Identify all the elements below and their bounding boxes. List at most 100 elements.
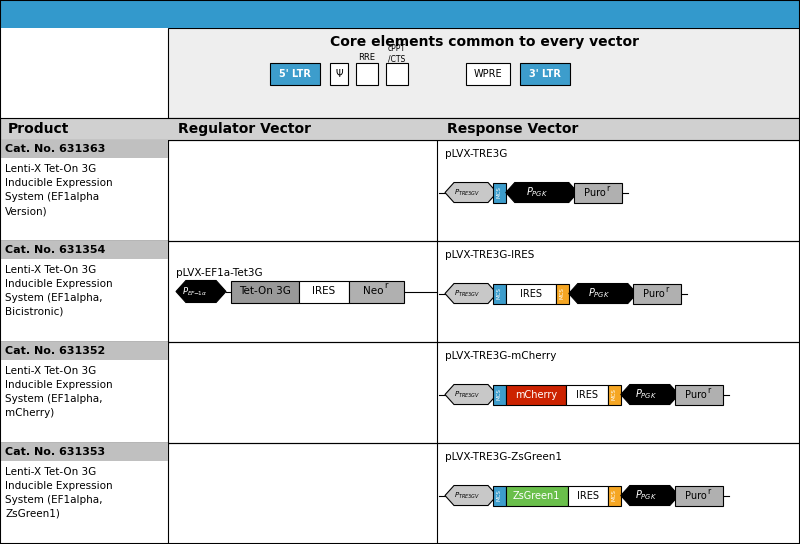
Bar [520,63,570,85]
Text: $P_{TRE3GV}$: $P_{TRE3GV}$ [454,491,480,500]
Bar [299,281,349,302]
Text: IRES: IRES [520,288,542,299]
Text: Cat. No. 631352: Cat. No. 631352 [5,346,106,356]
Text: Lenti-X Tet-On 3G
Inducible Expression
System (EF1alpha,
mCherry): Lenti-X Tet-On 3G Inducible Expression S… [5,366,113,418]
Text: MCS: MCS [612,490,617,502]
Polygon shape [506,183,578,202]
Text: $P_{PGK}$: $P_{PGK}$ [526,186,549,200]
Bar [349,281,404,302]
Text: MCS: MCS [560,288,565,299]
Bar [506,283,556,304]
Bar [270,63,320,85]
Text: MCS: MCS [497,490,502,502]
Polygon shape [569,283,637,304]
Text: $P_{PGK}$: $P_{PGK}$ [588,287,610,300]
Text: Regulator Vector: Regulator Vector [178,122,311,136]
Text: Puro: Puro [584,188,606,197]
Bar [674,485,722,505]
Bar [493,183,506,202]
Text: Tet-On 3G: Tet-On 3G [239,287,291,296]
Text: Cat. No. 631354: Cat. No. 631354 [5,245,106,255]
Text: IRES: IRES [312,287,336,296]
Text: cPPT
/CTS: cPPT /CTS [388,44,406,64]
Text: ZsGreen1: ZsGreen1 [513,491,561,500]
Bar [493,385,506,405]
Text: pLVX-TRE3G-ZsGreen1: pLVX-TRE3G-ZsGreen1 [445,452,562,462]
Text: pLVX-TRE3G: pLVX-TRE3G [445,149,507,159]
Text: Puro: Puro [643,288,665,299]
Text: Neo: Neo [363,287,384,296]
Text: Lenti-X Tet-On 3G
Inducible Expression
System (EF1alpha,
Bicistronic): Lenti-X Tet-On 3G Inducible Expression S… [5,265,113,317]
Bar [608,385,621,405]
Bar [0,0,800,28]
Bar [330,63,348,85]
Bar [556,283,569,304]
Text: pLVX-TRE3G-mCherry: pLVX-TRE3G-mCherry [445,351,556,361]
Text: Puro: Puro [685,390,706,399]
Text: $P_{PGK}$: $P_{PGK}$ [635,388,658,401]
Text: Puro: Puro [685,491,706,500]
Bar [168,28,800,118]
Text: Product: Product [8,122,70,136]
Text: Cat. No. 631353: Cat. No. 631353 [5,447,105,457]
Text: Ψ: Ψ [335,69,343,79]
Text: MCS: MCS [497,288,502,299]
Polygon shape [176,281,226,302]
Bar [506,385,566,405]
Text: MCS: MCS [497,187,502,199]
Bar [0,118,800,140]
Bar [0,140,168,158]
Bar [0,342,168,360]
Text: Response Vector: Response Vector [447,122,578,136]
Bar [0,28,168,118]
Polygon shape [621,485,678,505]
Text: r: r [666,285,669,294]
Text: Cat. No. 631363: Cat. No. 631363 [5,144,106,154]
Text: r: r [707,386,710,395]
Bar [356,63,378,85]
Polygon shape [445,385,497,405]
Bar [493,485,506,505]
Text: Lenti-X Tet-On 3G
Inducible Expression
System (EF1alpha,
ZsGreen1): Lenti-X Tet-On 3G Inducible Expression S… [5,467,113,519]
Text: Lenti-X Tet-On 3G
Inducible Expression
System (EF1alpha
Version): Lenti-X Tet-On 3G Inducible Expression S… [5,164,113,216]
Text: MCS: MCS [612,388,617,400]
Bar [231,281,299,302]
Text: r: r [707,487,710,496]
Text: 5' LTR: 5' LTR [279,69,311,79]
Bar [608,485,621,505]
Text: IRES: IRES [576,390,598,399]
Text: MCS: MCS [497,388,502,400]
Text: pLVX-EF1a-Tet3G: pLVX-EF1a-Tet3G [176,268,262,277]
Text: $P_{TRE3GV}$: $P_{TRE3GV}$ [454,188,480,197]
Bar [493,283,506,304]
Bar [386,63,408,85]
Bar [0,443,168,461]
Text: pLVX-TRE3G-IRES: pLVX-TRE3G-IRES [445,250,534,260]
Text: Core elements common to every vector: Core elements common to every vector [330,35,638,49]
Polygon shape [445,283,497,304]
Bar [633,283,681,304]
Bar [674,385,722,405]
Bar [506,485,568,505]
Text: Lenti-X Tet-On 3G Inducible Expression Systems with EF1-Alpha Regulator Vectors: Lenti-X Tet-On 3G Inducible Expression S… [60,7,740,22]
Bar [574,183,622,202]
Text: $P_{TRE3GV}$: $P_{TRE3GV}$ [454,288,480,299]
Bar [168,28,800,118]
Text: $P_{TRE3GV}$: $P_{TRE3GV}$ [454,390,480,400]
Polygon shape [445,485,497,505]
Text: 3' LTR: 3' LTR [529,69,561,79]
Bar [566,385,608,405]
Text: $P_{PGK}$: $P_{PGK}$ [635,489,658,503]
Text: IRES: IRES [577,491,598,500]
Text: r: r [385,281,388,289]
Text: $P_{EF\!\!-\!\!1\alpha}$: $P_{EF\!\!-\!\!1\alpha}$ [182,285,207,298]
Polygon shape [445,183,497,202]
Bar [466,63,510,85]
Polygon shape [621,385,678,405]
Text: WPRE: WPRE [474,69,502,79]
Text: mCherry: mCherry [514,390,557,399]
Bar [568,485,608,505]
Text: r: r [606,184,610,193]
Bar [0,241,168,259]
Text: RRE: RRE [358,53,375,61]
